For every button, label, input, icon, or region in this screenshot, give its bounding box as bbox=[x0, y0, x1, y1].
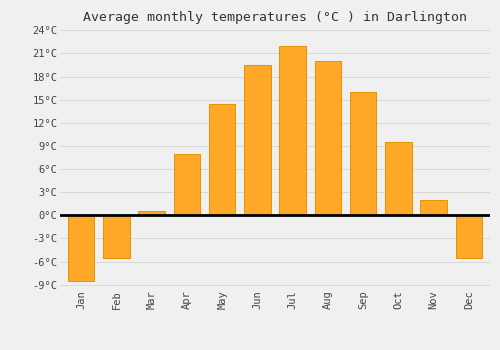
Bar bbox=[68, 215, 94, 281]
Bar bbox=[209, 104, 236, 215]
Bar bbox=[420, 200, 447, 215]
Title: Average monthly temperatures (°C ) in Darlington: Average monthly temperatures (°C ) in Da… bbox=[83, 11, 467, 24]
Bar bbox=[280, 46, 306, 215]
Bar bbox=[244, 65, 270, 215]
Bar bbox=[314, 61, 341, 215]
Bar bbox=[350, 92, 376, 215]
Bar bbox=[385, 142, 411, 215]
Bar bbox=[103, 215, 130, 258]
Bar bbox=[456, 215, 482, 258]
Bar bbox=[174, 154, 200, 215]
Bar bbox=[138, 211, 165, 215]
